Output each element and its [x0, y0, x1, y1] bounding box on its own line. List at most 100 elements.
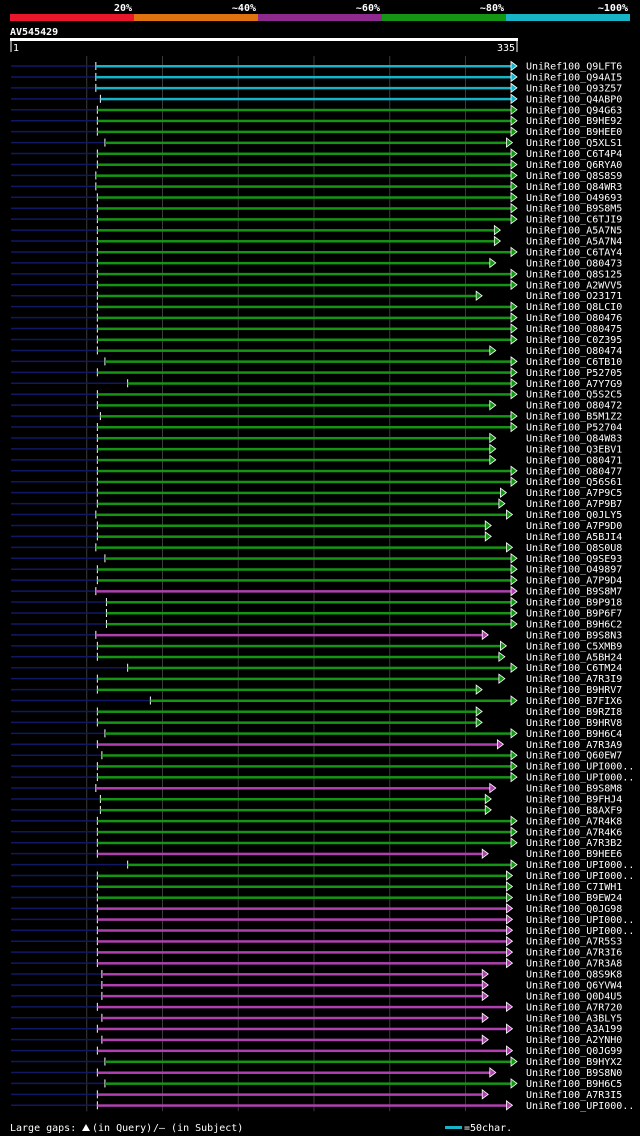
hit-label[interactable]: UniRef100_B9HEE0 — [526, 127, 622, 138]
hit-label[interactable]: UniRef100_A7R3B2 — [526, 838, 622, 849]
hit-row[interactable]: UniRef100_C6TJI9 — [11, 213, 622, 226]
hit-label[interactable]: UniRef100_B9P6F7 — [526, 609, 622, 620]
hit-row[interactable]: UniRef100_UPI000.. — [11, 870, 634, 882]
hit-row[interactable]: UniRef100_A5A7N4 — [11, 235, 622, 248]
hit-row[interactable]: UniRef100_A7P9B7 — [11, 498, 622, 510]
hit-label[interactable]: UniRef100_Q8S0U8 — [526, 543, 622, 554]
hit-row[interactable]: UniRef100_C5XMB9 — [11, 640, 622, 652]
hit-row[interactable]: UniRef100_UPI000.. — [11, 771, 634, 784]
hit-row[interactable]: UniRef100_B9EW24 — [11, 892, 622, 904]
hit-row[interactable]: UniRef100_Q84W83 — [11, 432, 622, 444]
hit-label[interactable]: UniRef100_Q6YVW4 — [526, 980, 622, 991]
hit-label[interactable]: UniRef100_Q6RYA0 — [526, 160, 622, 171]
hit-label[interactable]: UniRef100_C6TM24 — [526, 663, 622, 674]
hit-label[interactable]: UniRef100_O80477 — [526, 466, 622, 477]
hit-row[interactable]: UniRef100_B5M1Z2 — [11, 410, 622, 423]
hit-label[interactable]: UniRef100_A7R720 — [526, 1002, 622, 1013]
hit-row[interactable]: UniRef100_Q84WR3 — [11, 181, 622, 193]
hit-row[interactable]: UniRef100_B8AXF9 — [11, 804, 622, 816]
hit-label[interactable]: UniRef100_A5BH24 — [526, 652, 622, 663]
hit-label[interactable]: UniRef100_Q0JG98 — [526, 904, 622, 915]
hit-row[interactable]: UniRef100_Q8S0U8 — [11, 542, 622, 554]
hit-label[interactable]: UniRef100_A2YNH0 — [526, 1035, 622, 1046]
hit-label[interactable]: UniRef100_O80475 — [526, 324, 622, 335]
hit-row[interactable]: UniRef100_B9HRV7 — [11, 684, 622, 696]
hit-row[interactable]: UniRef100_B9P6F7 — [11, 607, 622, 620]
hit-row[interactable]: UniRef100_C6TAY4 — [11, 246, 622, 258]
hit-label[interactable]: UniRef100_C7IWH1 — [526, 882, 622, 893]
hit-label[interactable]: UniRef100_A7R4K8 — [526, 816, 622, 827]
hit-label[interactable]: UniRef100_C6T4P4 — [526, 149, 622, 160]
hit-label[interactable]: UniRef100_Q5S2C5 — [526, 390, 622, 401]
hit-label[interactable]: UniRef100_UPI000.. — [526, 773, 634, 784]
hit-row[interactable]: UniRef100_C6T4P4 — [11, 148, 622, 160]
hit-row[interactable]: UniRef100_B9S8M7 — [11, 585, 622, 598]
hit-row[interactable]: UniRef100_A7Y7G9 — [11, 377, 622, 390]
hit-row[interactable]: UniRef100_A7R5S3 — [11, 935, 622, 948]
hit-label[interactable]: UniRef100_Q3EBV1 — [526, 444, 622, 455]
hit-row[interactable]: UniRef100_Q0D4U5 — [11, 990, 622, 1002]
hit-label[interactable]: UniRef100_Q8S8S9 — [526, 171, 622, 182]
hit-row[interactable]: UniRef100_A5BJI4 — [11, 531, 622, 543]
hit-label[interactable]: UniRef100_Q0JG99 — [526, 1046, 622, 1057]
hit-row[interactable]: UniRef100_B9HE92 — [11, 115, 622, 127]
hit-row[interactable]: UniRef100_A7R3B2 — [11, 837, 622, 849]
hit-row[interactable]: UniRef100_Q9SE93 — [11, 553, 622, 565]
hit-label[interactable]: UniRef100_C6TJI9 — [526, 215, 622, 226]
hit-row[interactable]: UniRef100_Q94AI5 — [11, 71, 622, 83]
hit-label[interactable]: UniRef100_Q0D4U5 — [526, 991, 622, 1002]
hit-row[interactable]: UniRef100_UPI000.. — [11, 760, 634, 773]
hit-row[interactable]: UniRef100_A7R3A9 — [11, 738, 622, 751]
hit-row[interactable]: UniRef100_O80472 — [11, 399, 622, 412]
hit-row[interactable]: UniRef100_O23171 — [11, 290, 622, 302]
hit-row[interactable]: UniRef100_B9S8N0 — [11, 1067, 622, 1079]
hit-row[interactable]: UniRef100_O80471 — [11, 454, 622, 466]
hit-label[interactable]: UniRef100_B9S8N3 — [526, 630, 622, 641]
hit-label[interactable]: UniRef100_A7R3I6 — [526, 948, 622, 959]
hit-label[interactable]: UniRef100_C0Z395 — [526, 335, 622, 346]
hit-label[interactable]: UniRef100_A5A7N5 — [526, 226, 622, 237]
hit-label[interactable]: UniRef100_O80472 — [526, 401, 622, 412]
hit-label[interactable]: UniRef100_B9RZI8 — [526, 707, 622, 718]
hit-label[interactable]: UniRef100_B7FIX6 — [526, 696, 622, 707]
hit-row[interactable]: UniRef100_A7P9D4 — [11, 574, 622, 587]
hit-row[interactable]: UniRef100_A7R720 — [11, 1001, 622, 1013]
hit-label[interactable]: UniRef100_C5XMB9 — [526, 641, 622, 652]
hit-label[interactable]: UniRef100_A3A199 — [526, 1024, 622, 1035]
hit-label[interactable]: UniRef100_B9S8M5 — [526, 204, 622, 215]
hit-label[interactable]: UniRef100_B9HRV7 — [526, 685, 622, 696]
hit-row[interactable]: UniRef100_P52704 — [11, 421, 622, 434]
hit-row[interactable]: UniRef100_O49897 — [11, 563, 622, 576]
hit-row[interactable]: UniRef100_A3A199 — [11, 1023, 622, 1035]
hit-label[interactable]: UniRef100_Q8S125 — [526, 269, 622, 280]
hit-row[interactable]: UniRef100_B9S8M8 — [11, 782, 622, 795]
hit-row[interactable]: UniRef100_UPI000.. — [11, 914, 634, 926]
hit-row[interactable]: UniRef100_UPI000.. — [11, 1100, 634, 1112]
hit-row[interactable]: UniRef100_O80473 — [11, 257, 622, 269]
hit-label[interactable]: UniRef100_B9HYX2 — [526, 1057, 622, 1068]
hit-row[interactable]: UniRef100_P52705 — [11, 367, 622, 379]
hit-label[interactable]: UniRef100_Q56S61 — [526, 477, 622, 488]
hit-row[interactable]: UniRef100_B9S8N3 — [11, 629, 622, 641]
hit-label[interactable]: UniRef100_A7R5S3 — [526, 937, 622, 948]
hit-row[interactable]: UniRef100_Q5XLS1 — [11, 137, 622, 149]
hit-label[interactable]: UniRef100_A7R3I9 — [526, 674, 622, 685]
hit-row[interactable]: UniRef100_A7R3A8 — [11, 957, 622, 970]
hit-label[interactable]: UniRef100_A5BJI4 — [526, 532, 622, 543]
hit-row[interactable]: UniRef100_Q93Z57 — [11, 82, 622, 94]
hit-label[interactable]: UniRef100_A7P9C5 — [526, 488, 622, 499]
hit-label[interactable]: UniRef100_A7R4K6 — [526, 827, 622, 838]
hit-label[interactable]: UniRef100_O80473 — [526, 258, 622, 269]
hit-row[interactable]: UniRef100_A2YNH0 — [11, 1034, 622, 1046]
hit-label[interactable]: UniRef100_A7P9D4 — [526, 576, 622, 587]
hit-row[interactable]: UniRef100_B9HEE0 — [11, 126, 622, 138]
hit-row[interactable]: UniRef100_Q9LFT6 — [11, 60, 622, 73]
hit-label[interactable]: UniRef100_Q5XLS1 — [526, 138, 622, 149]
hit-label[interactable]: UniRef100_Q94G63 — [526, 105, 622, 116]
hit-label[interactable]: UniRef100_A7Y7G9 — [526, 379, 622, 390]
hit-row[interactable]: UniRef100_A2WVV5 — [11, 279, 622, 291]
hit-label[interactable]: UniRef100_Q93Z57 — [526, 83, 622, 94]
hit-label[interactable]: UniRef100_UPI000.. — [526, 762, 634, 773]
hit-label[interactable]: UniRef100_UPI000.. — [526, 860, 634, 871]
hit-row[interactable]: UniRef100_A7R4K8 — [11, 815, 622, 827]
